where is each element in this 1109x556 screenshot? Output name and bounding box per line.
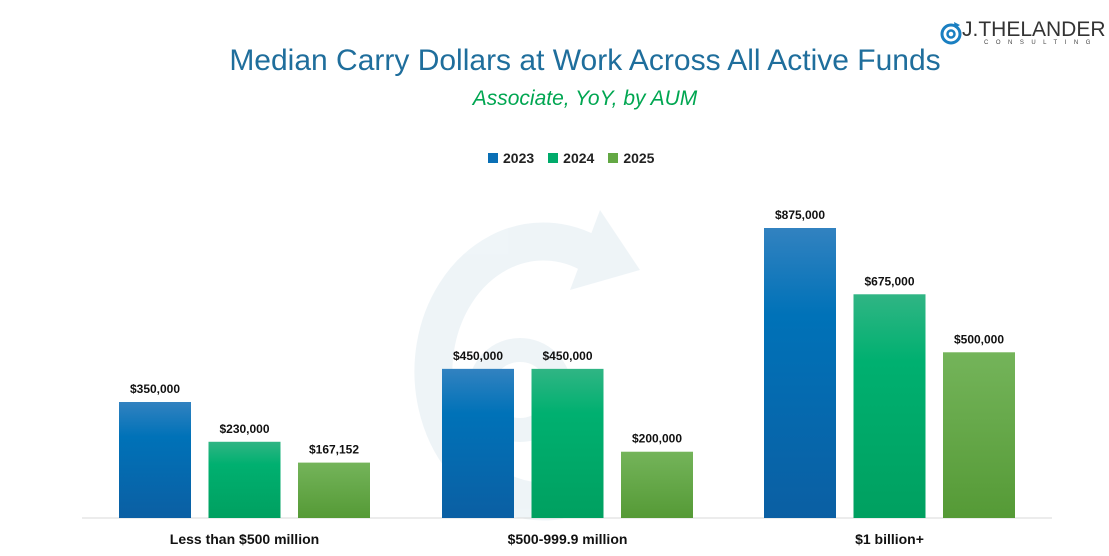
logo: J.THELANDER CONSULTING [940,18,1106,46]
chart-title: Median Carry Dollars at Work Across All … [229,44,941,77]
legend-label: 2024 [563,150,595,166]
chart-subtitle: Associate, YoY, by AUM [472,87,698,110]
bar-2025 [298,462,370,518]
data-label: $675,000 [864,274,914,288]
legend-label: 2025 [623,150,655,166]
swirl-logo-icon [940,22,962,45]
bar-2025 [621,451,693,518]
legend-swatch [548,153,559,163]
legend: 2023 2024 2025 [488,150,654,166]
data-label: $875,000 [775,208,825,222]
data-label: $230,000 [219,422,269,436]
x-tick-label: Less than $500 million [170,531,319,547]
legend-label: 2023 [503,150,535,166]
data-label: $167,152 [309,443,359,457]
bar-2024 [208,441,281,518]
legend-item-2023: 2023 [488,150,534,166]
x-tick-label: $500-999.9 million [508,531,628,547]
legend-swatch [608,153,619,163]
data-label: $450,000 [453,349,503,363]
data-label: $200,000 [632,432,682,446]
data-label: $350,000 [130,382,180,396]
data-label: $450,000 [542,349,592,363]
bar-2025 [943,352,1015,518]
legend-item-2025: 2025 [608,150,654,166]
bar-2023 [119,402,191,518]
bar-2023 [442,368,514,518]
legend-swatch [488,153,498,163]
x-tick-label: $1 billion+ [855,531,924,547]
logo-sub: CONSULTING [984,40,1098,46]
bar-2024 [853,294,926,518]
logo-name: J.THELANDER [962,18,1106,41]
bar-2023 [764,228,836,518]
bar-2024 [531,368,604,518]
legend-item-2024: 2024 [548,150,594,166]
data-label: $500,000 [954,332,1004,346]
